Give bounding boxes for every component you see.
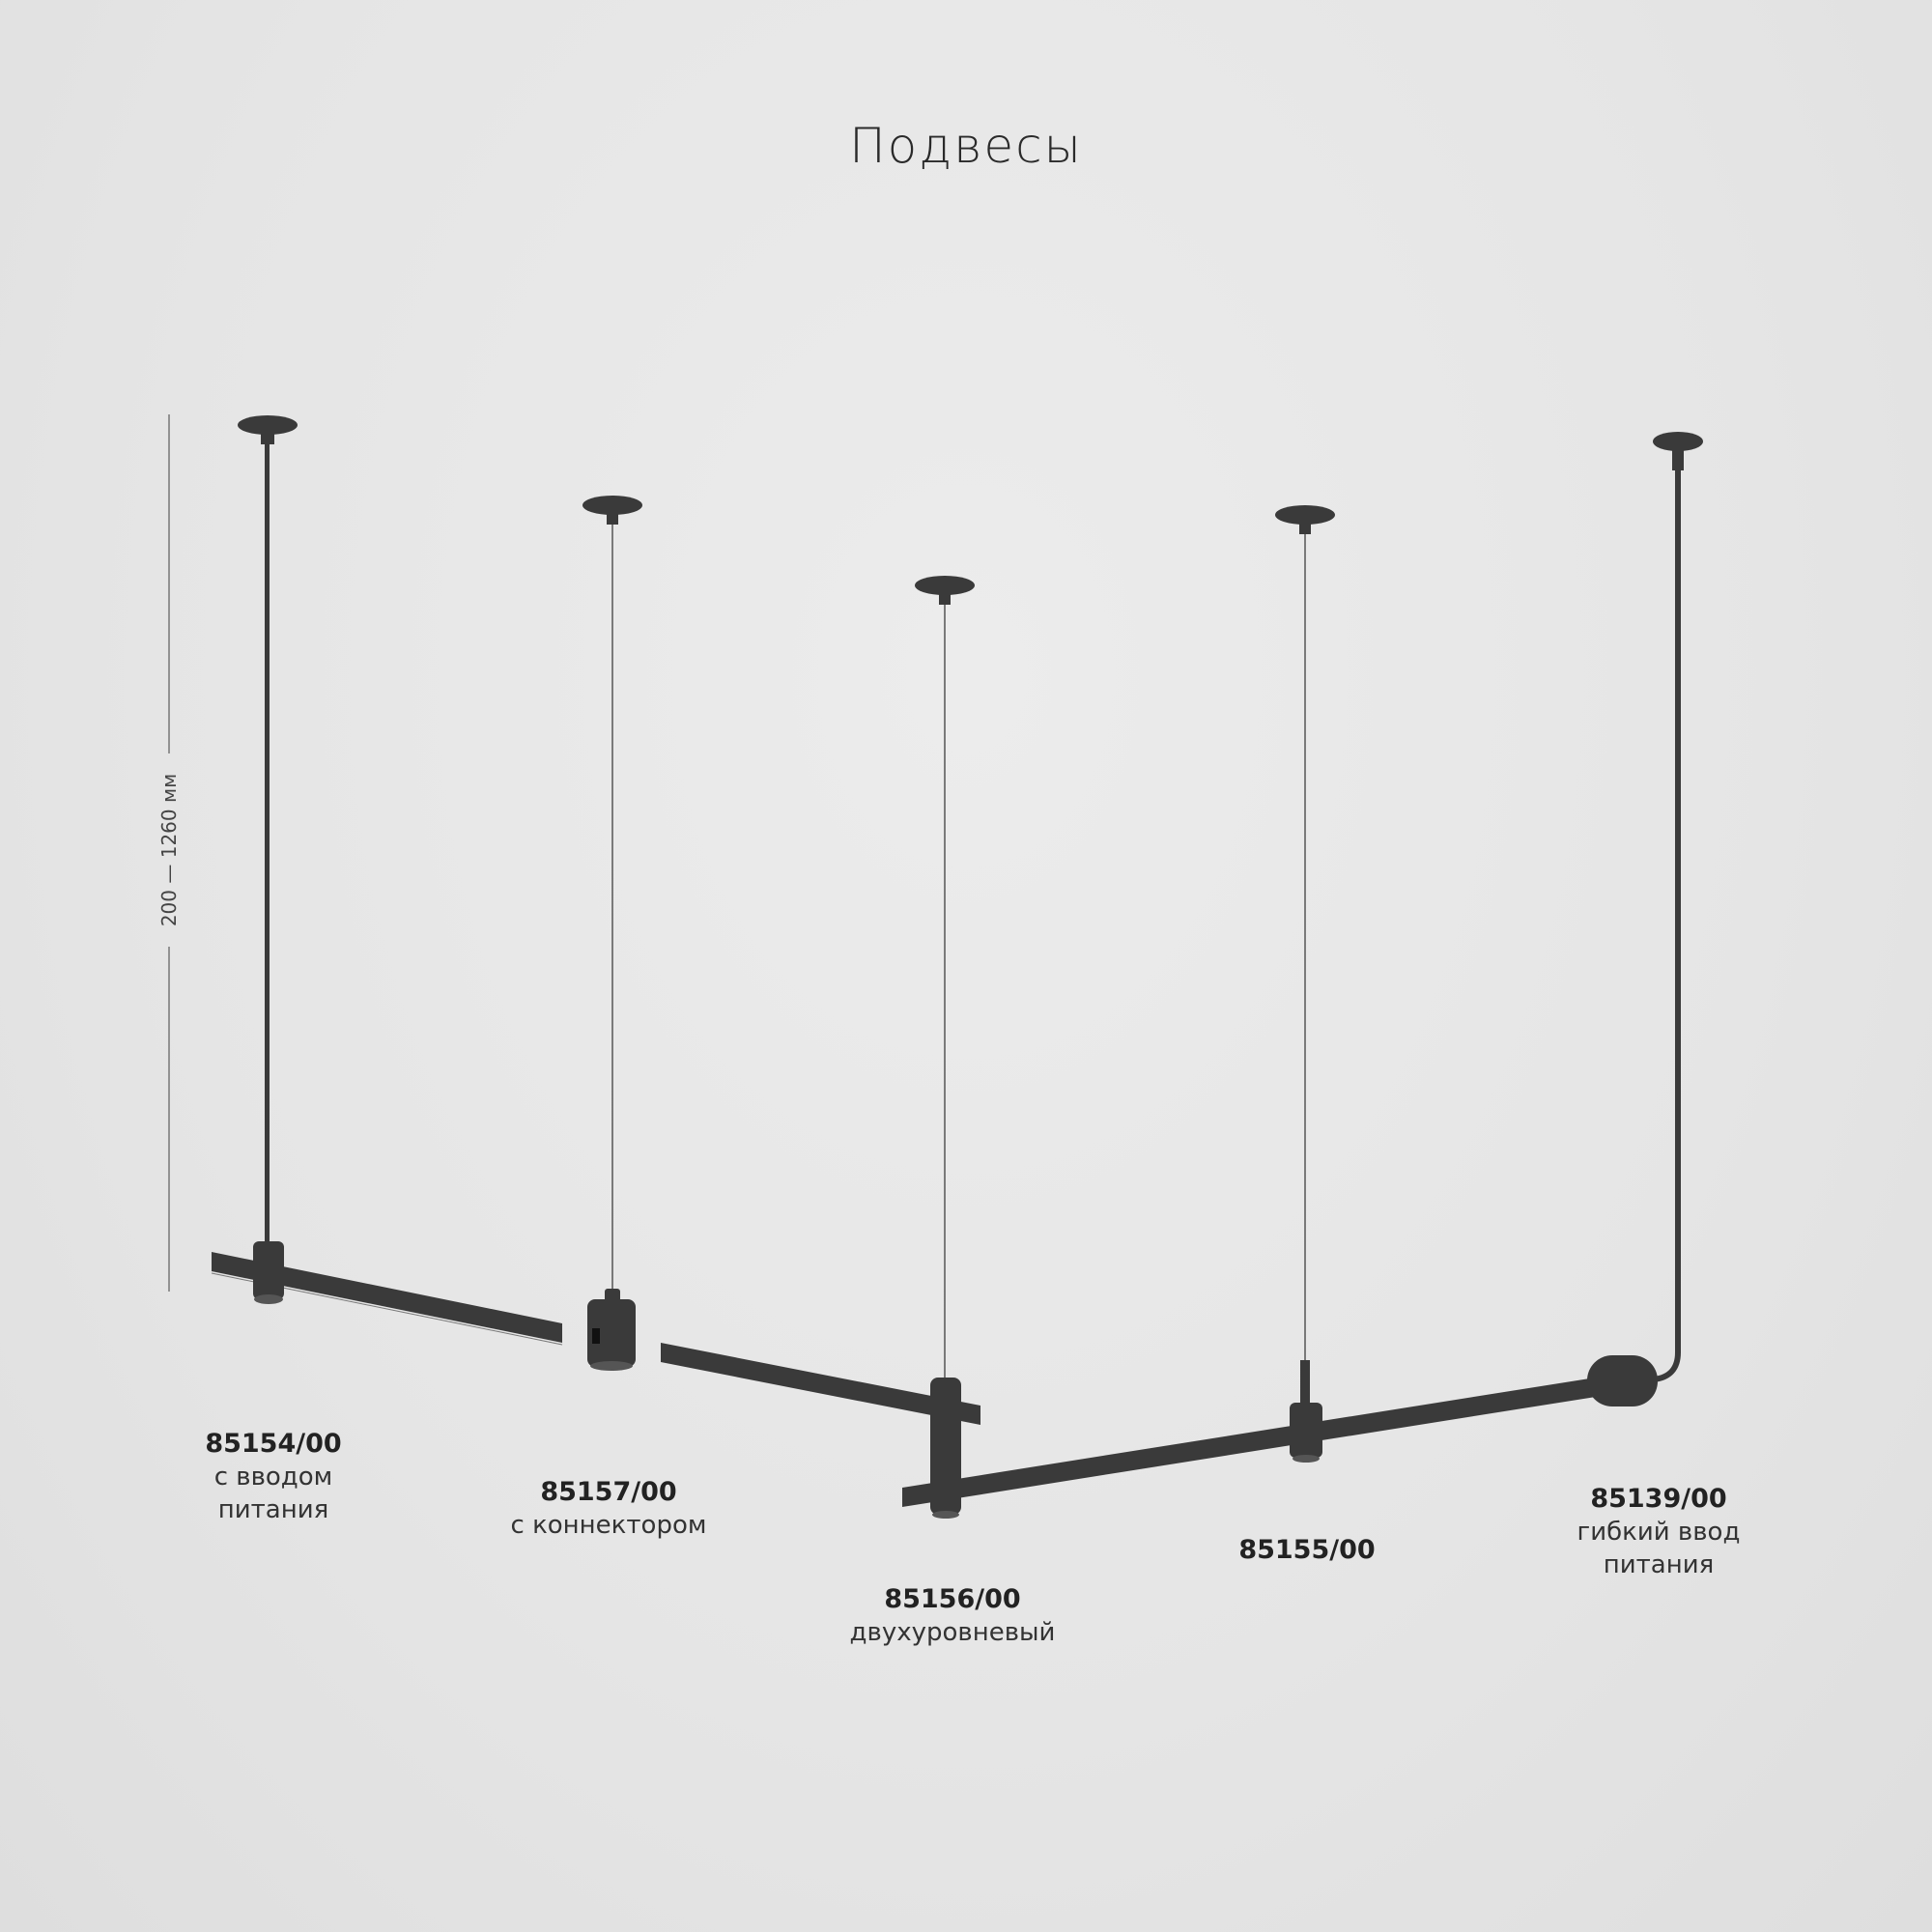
product-label-85139: 85139/00 гибкий ввод питания [1465,1483,1852,1581]
product-label-85155: 85155/00 [1114,1534,1500,1567]
product-desc: гибкий ввод [1577,1518,1741,1547]
product-label-85156: 85156/00 двухуровневый [759,1583,1146,1649]
pendant-85154 [211,415,563,1346]
product-code: 85155/00 [1238,1535,1376,1565]
pendant-85139 [1587,432,1703,1406]
product-desc: с вводом [213,1463,333,1492]
pendant-85156 [902,576,1602,1519]
pendant-85155 [1275,505,1335,1463]
product-code: 85154/00 [205,1429,342,1459]
product-desc: питания [1603,1550,1715,1579]
product-label-85157: 85157/00 с коннектором [415,1476,802,1542]
product-desc: двухуровневый [849,1618,1056,1647]
track-segment [661,1343,980,1425]
product-label-85154: 85154/00 с вводом питания [80,1428,467,1526]
product-code: 85156/00 [884,1584,1021,1614]
product-code: 85157/00 [540,1477,677,1507]
pendant-85157 [582,496,642,1371]
page-title: Подвесы [849,118,1083,174]
product-desc: питания [217,1495,329,1524]
height-range-label: 200 — 1260 мм [157,773,181,927]
product-desc: с коннектором [510,1511,707,1540]
product-code: 85139/00 [1590,1484,1727,1514]
